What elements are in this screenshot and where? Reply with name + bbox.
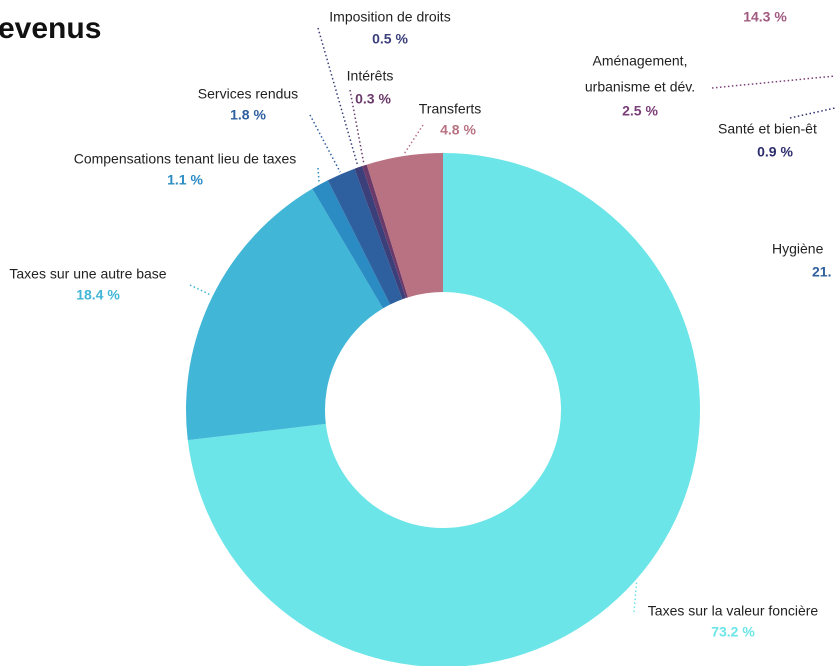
donut-slice xyxy=(187,153,700,666)
donut-slice xyxy=(312,180,391,309)
annotation: 2.5 % xyxy=(622,103,658,119)
slice-value-label: 18.4 % xyxy=(76,287,120,303)
slice-value-label: 0.3 % xyxy=(355,91,391,107)
slice-value-label: 0.5 % xyxy=(372,31,408,47)
slice-value-label: 1.1 % xyxy=(167,172,203,188)
slice-value-label: 1.8 % xyxy=(230,107,266,123)
donut-slice xyxy=(354,166,406,300)
annotation: 21. xyxy=(812,264,831,280)
slice-label: Intérêts xyxy=(347,68,394,84)
annotation: 14.3 % xyxy=(743,9,787,25)
leader-line xyxy=(317,27,359,166)
donut-slice xyxy=(327,168,403,305)
slice-label: Transferts xyxy=(419,101,482,117)
donut-slice xyxy=(366,153,443,298)
slice-label: Taxes sur une autre base xyxy=(9,266,166,282)
slice-label: Services rendus xyxy=(198,86,298,102)
annotation: Santé et bien-êt xyxy=(718,121,817,137)
slice-label: Compensations tenant lieu de taxes xyxy=(74,151,297,167)
slice-value-label: 73.2 % xyxy=(711,624,755,640)
leader-line xyxy=(189,284,212,296)
donut-slice xyxy=(362,164,408,298)
leader-line xyxy=(789,107,835,119)
slice-label: Taxes sur la valeur foncière xyxy=(648,603,819,619)
donut-slice xyxy=(186,188,383,441)
annotation: Aménagement, xyxy=(593,53,688,69)
slice-value-label: 4.8 % xyxy=(440,122,476,138)
leader-line xyxy=(633,581,638,613)
chart-title: evenus xyxy=(0,12,101,45)
annotation: urbanisme et dév. xyxy=(585,79,695,95)
leader-line xyxy=(711,75,835,89)
leader-line xyxy=(309,114,341,173)
leader-line xyxy=(403,124,424,155)
slice-label: Imposition de droits xyxy=(329,9,450,25)
leader-line xyxy=(317,167,320,183)
annotation: Hygiène xyxy=(772,241,824,257)
leader-line xyxy=(349,89,365,164)
annotation: 0.9 % xyxy=(757,144,793,160)
